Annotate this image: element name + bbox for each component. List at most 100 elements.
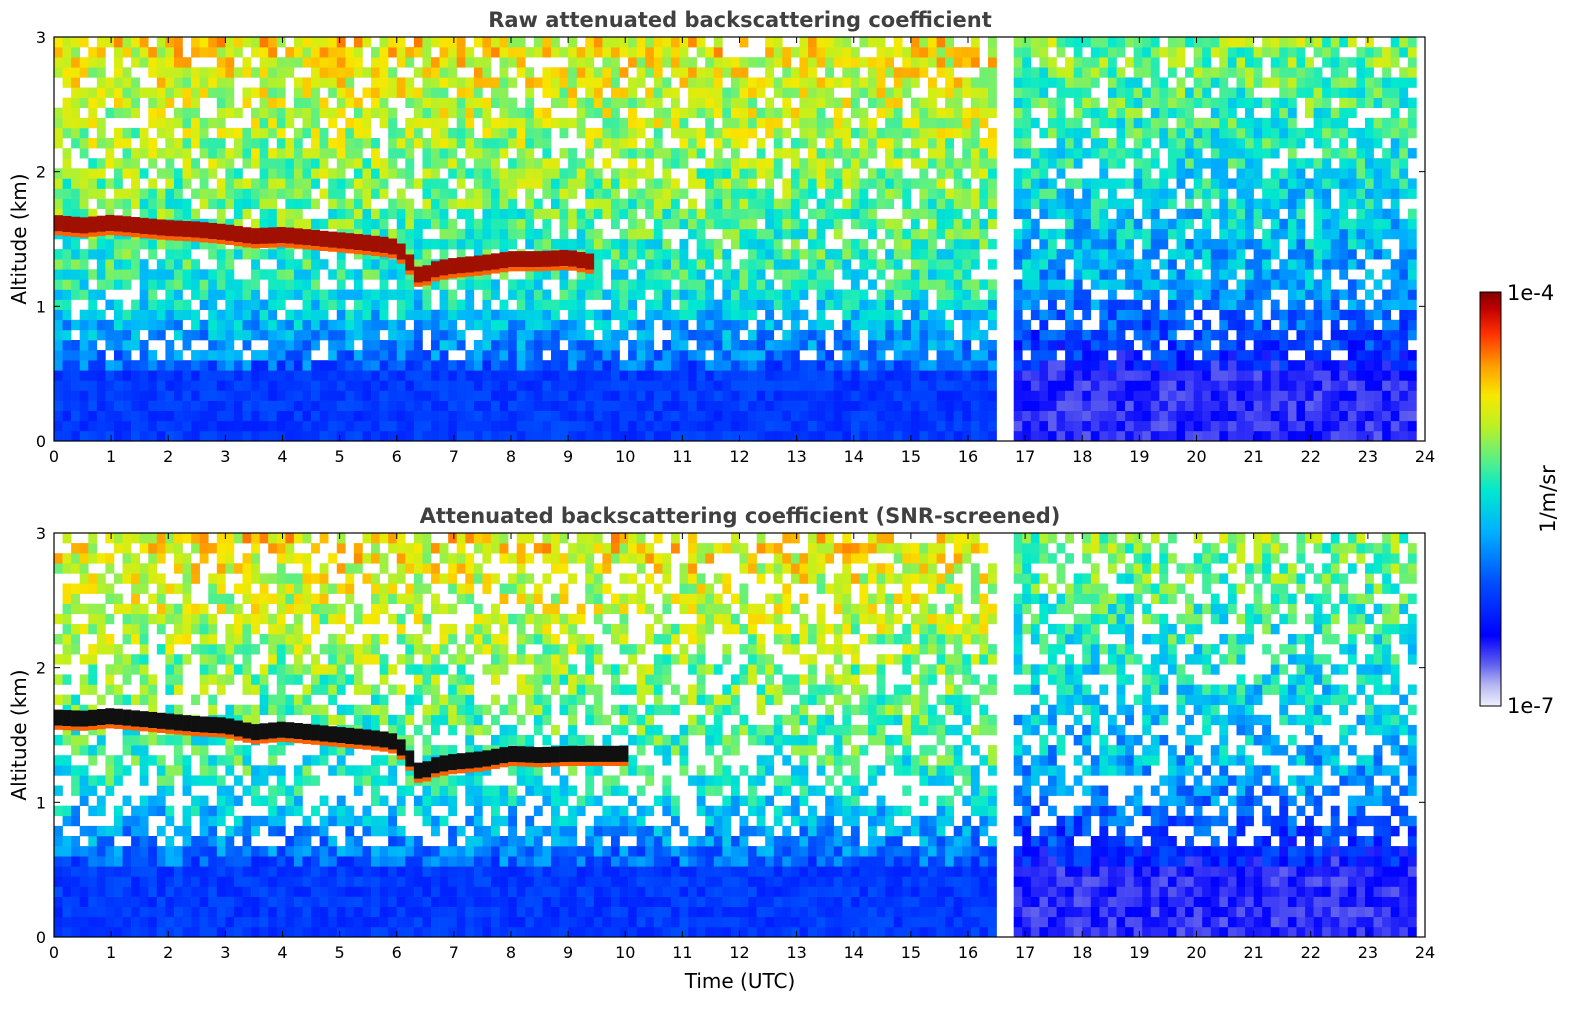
heatmap-cell <box>251 350 260 361</box>
heatmap-cell <box>1039 360 1049 371</box>
heatmap-cell <box>1116 350 1126 361</box>
heatmap-cell <box>645 400 655 411</box>
heatmap-cell <box>216 420 226 432</box>
heatmap-cell <box>662 430 672 442</box>
heatmap-cell <box>1253 299 1263 310</box>
heatmap-cell <box>1219 350 1229 361</box>
heatmap-cell <box>773 47 783 58</box>
heatmap-cell <box>799 218 809 230</box>
heatmap-cell <box>328 67 338 78</box>
heatmap-cell <box>670 37 680 48</box>
heatmap-cell <box>79 188 89 199</box>
heatmap-cell <box>893 87 903 98</box>
heatmap-cell <box>885 47 895 58</box>
heatmap-cell <box>885 158 895 169</box>
heatmap-cell <box>713 269 723 280</box>
heatmap-cell <box>1185 158 1194 169</box>
heatmap-cell <box>808 178 817 189</box>
heatmap-cell <box>910 350 920 361</box>
heatmap-cell <box>1227 390 1237 401</box>
heatmap-cell <box>379 430 389 442</box>
heatmap-cell <box>182 198 192 209</box>
heatmap-cell <box>1305 370 1314 381</box>
heatmap-cell <box>1159 117 1169 129</box>
heatmap-cell <box>868 208 877 220</box>
heatmap-cell <box>422 319 432 331</box>
heatmap-cell <box>1185 299 1194 310</box>
heatmap-cell <box>1142 340 1152 351</box>
heatmap-cell <box>765 218 775 230</box>
heatmap-cell <box>465 390 475 401</box>
heatmap-cell <box>1107 37 1117 48</box>
heatmap-cell <box>645 269 655 280</box>
heatmap-cell <box>602 370 612 381</box>
heatmap-cell <box>833 390 843 401</box>
heatmap-cell <box>336 410 346 422</box>
heatmap-cell <box>756 350 766 361</box>
heatmap-cell <box>722 420 732 432</box>
heatmap-cell <box>456 400 466 411</box>
heatmap-cell <box>105 178 115 189</box>
heatmap-cell <box>868 420 877 432</box>
heatmap-cell <box>1193 97 1203 108</box>
heatmap-cell <box>1107 380 1117 391</box>
heatmap-cell <box>88 178 98 189</box>
heatmap-cell <box>765 127 775 139</box>
heatmap-cell <box>885 67 895 78</box>
heatmap-cell <box>1159 47 1169 58</box>
heatmap-cell <box>670 218 680 230</box>
heatmap-cell <box>585 158 595 169</box>
heatmap-cell <box>122 47 132 58</box>
heatmap-cell <box>1013 360 1023 371</box>
heatmap-cell <box>413 299 423 310</box>
heatmap-cell <box>1030 400 1040 411</box>
heatmap-cell <box>422 188 432 199</box>
heatmap-cell <box>396 410 406 422</box>
heatmap-cell <box>1133 400 1143 411</box>
heatmap-cell <box>62 269 72 280</box>
heatmap-cell <box>353 370 363 381</box>
heatmap-cell <box>1305 57 1314 68</box>
heatmap-cell <box>1279 269 1289 280</box>
heatmap-cell <box>71 117 81 129</box>
heatmap-cell <box>1082 198 1092 209</box>
heatmap-cell <box>876 319 886 331</box>
heatmap-cell <box>722 138 732 149</box>
heatmap-cell <box>885 420 895 432</box>
heatmap-cell <box>208 138 218 149</box>
heatmap-cell <box>748 350 757 361</box>
heatmap-cell <box>833 208 843 220</box>
heatmap-cell <box>773 158 783 169</box>
heatmap-cell <box>148 47 158 58</box>
heatmap-cell <box>208 329 218 341</box>
heatmap-cell <box>670 400 680 411</box>
heatmap-cell <box>1125 380 1134 391</box>
heatmap-cell <box>653 57 663 68</box>
heatmap-cell <box>610 380 620 391</box>
heatmap-cell <box>71 360 81 371</box>
heatmap-cell <box>439 289 449 300</box>
heatmap-cell <box>1227 410 1237 422</box>
heatmap-cell <box>790 208 800 220</box>
heatmap-cell <box>550 188 560 199</box>
heatmap-cell <box>225 370 235 381</box>
heatmap-cell <box>336 107 346 119</box>
heatmap-cell <box>336 299 346 310</box>
heatmap-cell <box>910 390 920 401</box>
heatmap-cell <box>713 148 723 159</box>
heatmap-cell <box>1245 107 1254 119</box>
heatmap-cell <box>533 158 543 169</box>
heatmap-cell <box>268 148 278 159</box>
heatmap-cell <box>696 228 706 240</box>
heatmap-cell <box>1296 127 1306 139</box>
heatmap-cell <box>1270 249 1280 260</box>
heatmap-cell <box>1185 198 1194 209</box>
heatmap-cell <box>371 148 380 159</box>
heatmap-cell <box>105 380 115 391</box>
heatmap-cell <box>1305 289 1314 300</box>
heatmap-cell <box>773 107 783 119</box>
heatmap-cell <box>688 360 697 371</box>
heatmap-cell <box>88 168 98 179</box>
heatmap-cell <box>1245 410 1254 422</box>
heatmap-cell <box>550 350 560 361</box>
